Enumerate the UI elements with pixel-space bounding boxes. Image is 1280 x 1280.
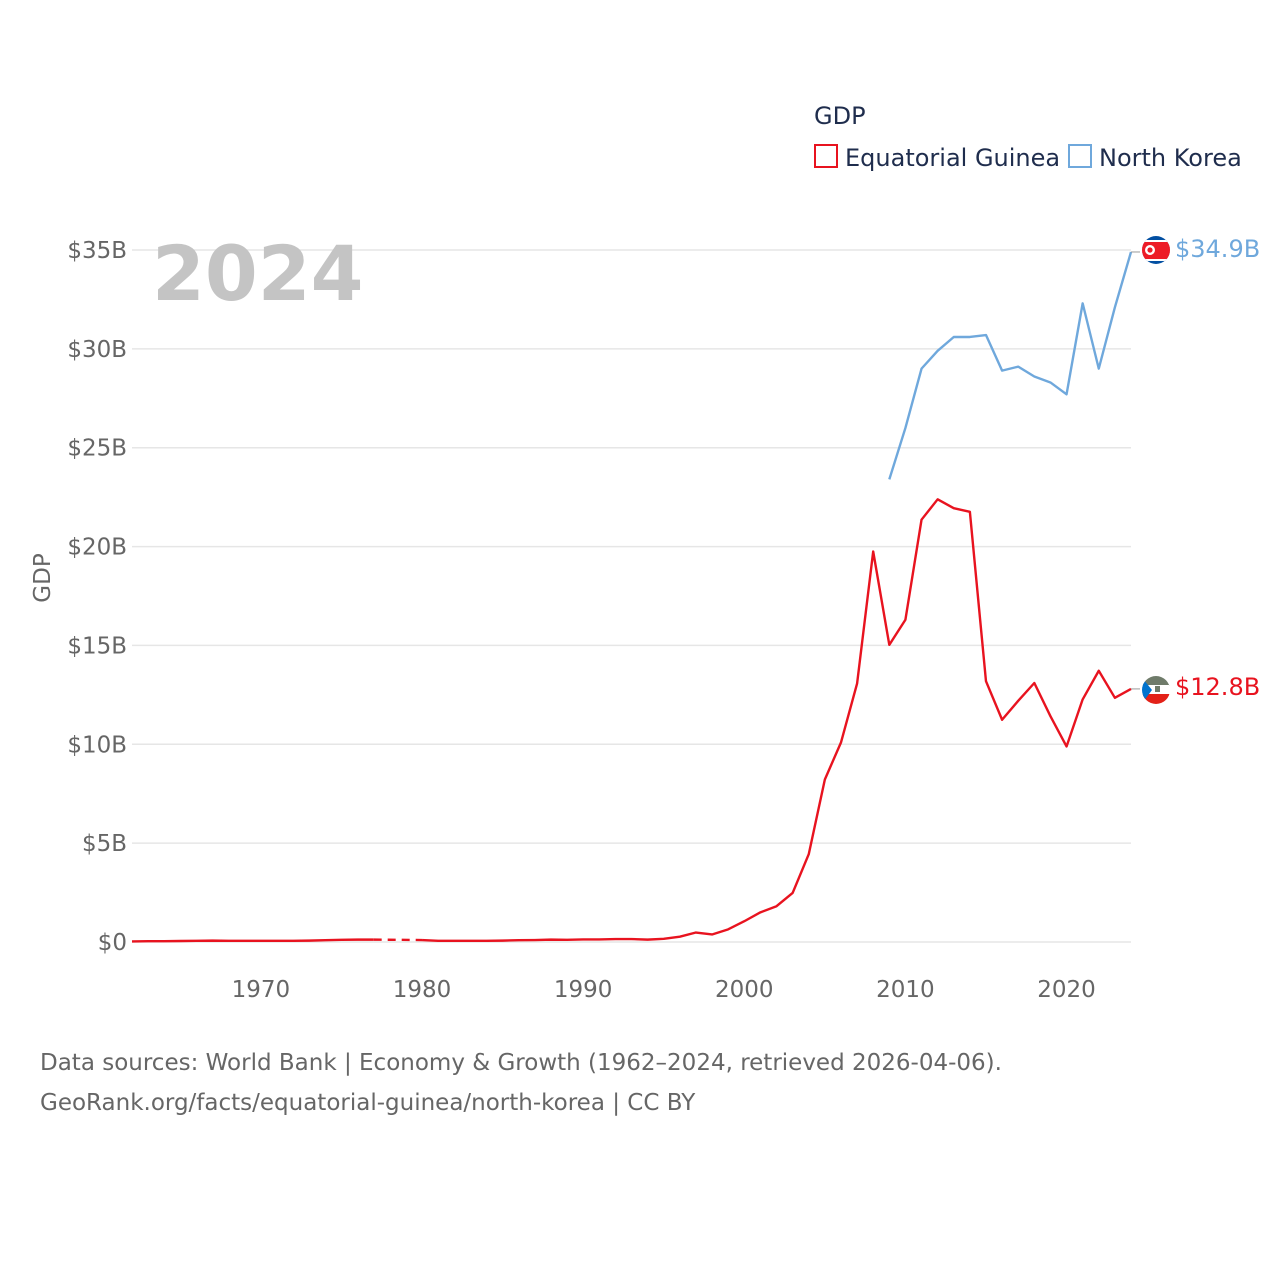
source-link[interactable]: GeoRank.org/facts/equatorial-guinea/nort… xyxy=(40,1090,696,1116)
y-tick-label: $20B xyxy=(67,535,127,561)
y-tick-label: $15B xyxy=(67,633,127,659)
x-axis-ticks: 1970 1980 1990 2000 2010 2020 xyxy=(232,977,1096,1003)
equatorial-guinea-end-label: $12.8B xyxy=(1175,673,1260,701)
series-line-equatorial-guinea[interactable] xyxy=(131,938,374,943)
x-tick-label: 2020 xyxy=(1037,977,1096,1003)
y-axis-label: GDP xyxy=(30,553,56,603)
series-line-north-korea[interactable] xyxy=(888,251,1133,480)
y-tick-label: $0 xyxy=(98,930,127,956)
gdp-line-chart: $0$5B$10B$15B$20B$25B$30B$35B 1970 1980 19… xyxy=(30,102,1260,1003)
gridlines xyxy=(132,249,1131,943)
series-line-equatorial-guinea[interactable] xyxy=(421,498,1132,943)
north-korea-flag-icon xyxy=(1142,236,1170,264)
legend-title: GDP xyxy=(814,102,866,130)
y-tick-label: $35B xyxy=(67,238,127,264)
legend-item-equatorial-guinea[interactable]: Equatorial Guinea xyxy=(845,144,1060,172)
y-tick-label: $5B xyxy=(82,831,127,857)
legend-item-north-korea[interactable]: North Korea xyxy=(1099,144,1242,172)
legend-swatch-north-korea[interactable] xyxy=(1068,144,1092,168)
series-lines xyxy=(131,251,1140,943)
source-line: Data sources: World Bank | Economy & Gro… xyxy=(40,1050,1002,1076)
equatorial-guinea-flag-icon xyxy=(1142,676,1170,704)
y-tick-label: $30B xyxy=(67,337,127,363)
legend-swatch-equatorial-guinea[interactable] xyxy=(814,144,838,168)
x-tick-label: 2010 xyxy=(876,977,935,1003)
source-note: Data sources: World Bank | Economy & Gro… xyxy=(40,1043,1002,1123)
x-tick-label: 1970 xyxy=(232,977,291,1003)
x-tick-label: 1980 xyxy=(393,977,452,1003)
year-label: 2024 xyxy=(152,229,364,318)
x-tick-label: 2000 xyxy=(715,977,774,1003)
y-axis-ticks: $0 $5B $10B $15B $20B $25B $30B $35B xyxy=(67,238,127,956)
legend: GDP Equatorial Guinea North Korea xyxy=(814,102,1242,172)
north-korea-end-label: $34.9B xyxy=(1175,235,1260,263)
y-tick-label: $10B xyxy=(67,732,127,758)
y-tick-label: $25B xyxy=(67,436,127,462)
x-tick-label: 1990 xyxy=(554,977,613,1003)
